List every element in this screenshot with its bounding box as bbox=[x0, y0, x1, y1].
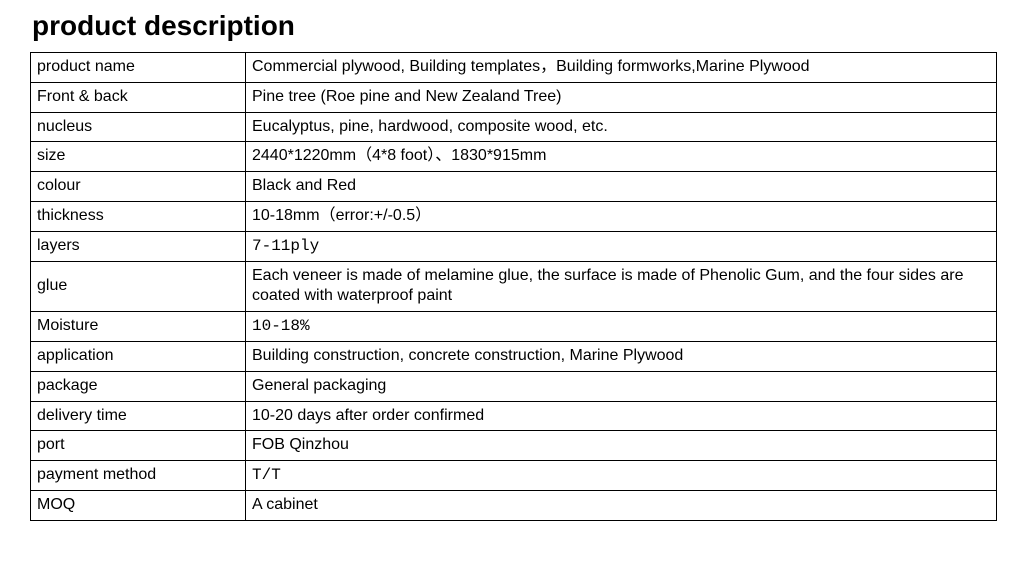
row-label: size bbox=[31, 142, 246, 172]
table-row: package General packaging bbox=[31, 371, 997, 401]
row-label: glue bbox=[31, 261, 246, 312]
row-value: Black and Red bbox=[246, 172, 997, 202]
table-row: Front & back Pine tree (Roe pine and New… bbox=[31, 82, 997, 112]
table-row: application Building construction, concr… bbox=[31, 341, 997, 371]
row-value: Building construction, concrete construc… bbox=[246, 341, 997, 371]
row-label: product name bbox=[31, 53, 246, 83]
row-label: nucleus bbox=[31, 112, 246, 142]
row-label: Front & back bbox=[31, 82, 246, 112]
row-label: payment method bbox=[31, 461, 246, 491]
row-value: 7-11ply bbox=[246, 231, 997, 261]
row-value: 10-18mm（error:+/-0.5） bbox=[246, 201, 997, 231]
row-label: colour bbox=[31, 172, 246, 202]
table-row: layers 7-11ply bbox=[31, 231, 997, 261]
row-label: Moisture bbox=[31, 312, 246, 342]
table-row: nucleus Eucalyptus, pine, hardwood, comp… bbox=[31, 112, 997, 142]
product-description-table: product name Commercial plywood, Buildin… bbox=[30, 52, 997, 521]
row-value: A cabinet bbox=[246, 490, 997, 520]
row-value: FOB Qinzhou bbox=[246, 431, 997, 461]
row-value: Commercial plywood, Building templates，B… bbox=[246, 53, 997, 83]
row-value: Pine tree (Roe pine and New Zealand Tree… bbox=[246, 82, 997, 112]
row-value: General packaging bbox=[246, 371, 997, 401]
row-label: layers bbox=[31, 231, 246, 261]
row-value: 10-18% bbox=[246, 312, 997, 342]
table-row: size 2440*1220mm（4*8 foot）、1830*915mm bbox=[31, 142, 997, 172]
row-value: Each veneer is made of melamine glue, th… bbox=[246, 261, 997, 312]
row-label: package bbox=[31, 371, 246, 401]
table-row: port FOB Qinzhou bbox=[31, 431, 997, 461]
table-row: glue Each veneer is made of melamine glu… bbox=[31, 261, 997, 312]
table-row: product name Commercial plywood, Buildin… bbox=[31, 53, 997, 83]
table-row: Moisture 10-18% bbox=[31, 312, 997, 342]
table-row: delivery time 10-20 days after order con… bbox=[31, 401, 997, 431]
row-label: port bbox=[31, 431, 246, 461]
row-label: delivery time bbox=[31, 401, 246, 431]
row-value: Eucalyptus, pine, hardwood, composite wo… bbox=[246, 112, 997, 142]
row-label: thickness bbox=[31, 201, 246, 231]
table-row: thickness 10-18mm（error:+/-0.5） bbox=[31, 201, 997, 231]
row-value: 10-20 days after order confirmed bbox=[246, 401, 997, 431]
table-row: payment method T/T bbox=[31, 461, 997, 491]
row-label: application bbox=[31, 341, 246, 371]
row-value: 2440*1220mm（4*8 foot）、1830*915mm bbox=[246, 142, 997, 172]
page-title: product description bbox=[30, 10, 997, 42]
row-label: MOQ bbox=[31, 490, 246, 520]
table-row: MOQ A cabinet bbox=[31, 490, 997, 520]
row-value: T/T bbox=[246, 461, 997, 491]
table-row: colour Black and Red bbox=[31, 172, 997, 202]
